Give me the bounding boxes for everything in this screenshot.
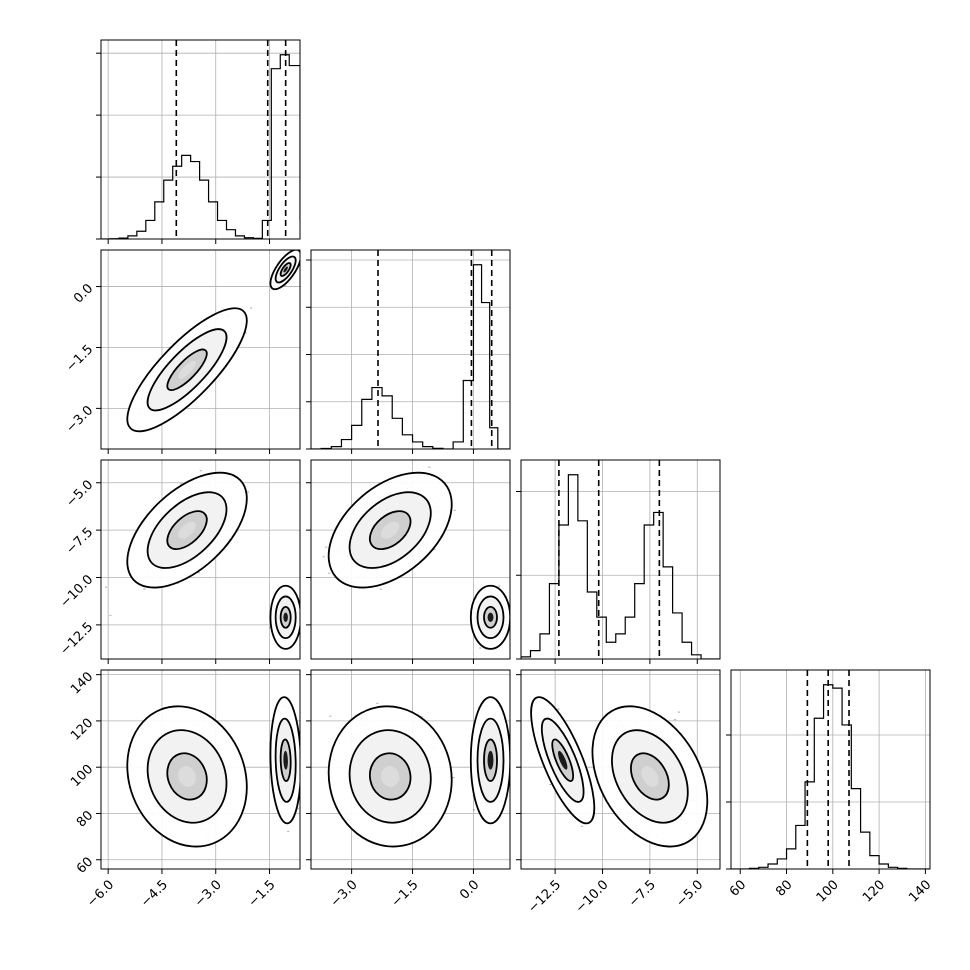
- ytick-label-2-2: 0.0: [71, 281, 96, 306]
- ytick-label-3-3: −5.0: [63, 477, 96, 510]
- xtick-label-3-1: −10.0: [573, 877, 612, 916]
- density-core-1: [178, 360, 196, 379]
- density-core-2: [558, 750, 568, 770]
- panel-frame-3-1: [100, 459, 301, 660]
- panel-frame-3-3: [520, 459, 721, 660]
- density-core-2: [487, 612, 494, 622]
- density-core-2: [283, 750, 288, 770]
- xtick-label-3-2: −7.5: [626, 877, 659, 910]
- density-core-1: [178, 766, 196, 787]
- scatter-panel-3-2: [311, 460, 510, 659]
- ytick-label-2-0: −3.0: [63, 403, 96, 436]
- scatter-panel-3-1: [101, 460, 300, 659]
- scatter-panel-4-1: [101, 670, 300, 869]
- xtick-label-1-2: −3.0: [192, 877, 225, 910]
- xtick-label-3-3: −5.0: [673, 877, 706, 910]
- histogram-panel-1: [101, 40, 300, 239]
- histogram-step-4: [731, 684, 930, 869]
- xtick-label-4-1: 80: [773, 877, 795, 899]
- xtick-label-3-0: −12.5: [525, 877, 564, 916]
- histogram-panel-3: [521, 460, 720, 659]
- xtick-label-4-2: 100: [814, 877, 842, 905]
- panel-frame-3-2: [310, 459, 511, 660]
- scatter-panel-4-2: [311, 670, 510, 869]
- density-core-2: [283, 612, 288, 622]
- ytick-label-4-1: 80: [74, 808, 96, 830]
- ytick-label-3-2: −7.5: [63, 525, 96, 558]
- xtick-label-4-3: 120: [860, 877, 888, 905]
- ytick-label-4-2: 100: [68, 762, 96, 790]
- histogram-step-1: [101, 54, 300, 239]
- panel-frame-4-3: [520, 669, 721, 870]
- panel-frame-2-1: [100, 249, 301, 450]
- xtick-label-1-0: −6.0: [84, 877, 117, 910]
- xtick-label-2-2: 0.0: [457, 877, 482, 902]
- ytick-label-3-0: −12.5: [58, 620, 97, 659]
- xtick-label-2-0: −3.0: [328, 877, 361, 910]
- ytick-label-2-1: −1.5: [63, 342, 96, 375]
- panel-frame-4-2: [310, 669, 511, 870]
- histogram-step-2: [311, 264, 510, 449]
- xtick-label-1-3: −1.5: [246, 877, 279, 910]
- density-core-1: [641, 766, 659, 787]
- panel-frame-4-4: [730, 669, 931, 870]
- ytick-label-4-3: 120: [68, 716, 96, 744]
- scatter-panel-4-3: [521, 670, 720, 869]
- xtick-label-1-1: −4.5: [138, 877, 171, 910]
- density-core-1: [178, 521, 196, 539]
- density-core-1: [381, 766, 400, 787]
- ytick-label-4-4: 140: [68, 669, 96, 697]
- panel-frame-4-1: [100, 669, 301, 870]
- ytick-label-4-0: 60: [74, 854, 96, 876]
- xtick-label-4-4: 140: [906, 877, 934, 905]
- histogram-panel-4: [731, 670, 930, 869]
- scatter-panel-2-1: [101, 250, 300, 449]
- xtick-label-2-1: −1.5: [389, 877, 422, 910]
- density-core-1: [381, 521, 400, 539]
- histogram-step-3: [521, 474, 720, 659]
- density-core-2: [487, 750, 494, 770]
- density-core-2: [283, 266, 288, 273]
- xtick-label-4-0: 60: [727, 877, 749, 899]
- panel-frame-1-1: [100, 39, 301, 240]
- ytick-label-3-1: −10.0: [58, 572, 97, 611]
- histogram-panel-2: [311, 250, 510, 449]
- panel-frame-2-2: [310, 249, 511, 450]
